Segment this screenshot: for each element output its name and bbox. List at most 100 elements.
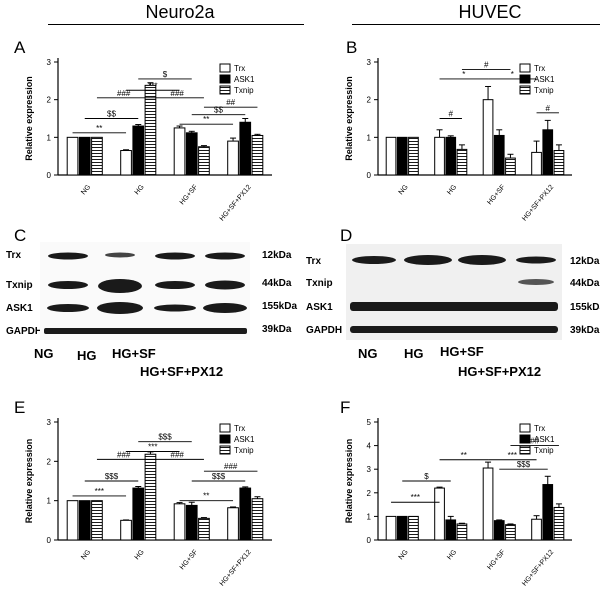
bar-chart-b: 0 1 2 3 Relative expression NG HG HG+SF HG+SF+PX…	[344, 58, 572, 223]
y-tick-label: 1	[367, 512, 372, 521]
significance-label: $$$	[212, 472, 226, 481]
bar	[78, 136, 91, 176]
bar	[434, 487, 445, 541]
blot-c-lane-label: HG	[77, 348, 97, 363]
panel-letter-e: E	[14, 398, 26, 417]
blot-band	[47, 304, 89, 312]
legend-label: Trx	[534, 424, 545, 433]
panel-letter-f: F	[340, 398, 351, 417]
legend-label: ASK1	[234, 435, 255, 444]
y-tick-label: 1	[367, 133, 372, 142]
blot-band	[97, 302, 143, 314]
blot-d-size-label: 155kDa	[570, 302, 600, 313]
legend-label: Trx	[234, 64, 245, 73]
y-tick-label: 2	[47, 96, 52, 105]
y-tick-label: 1	[47, 497, 52, 506]
legend-swatch	[519, 74, 531, 84]
bar-chart-f: 0 1 2 3 4 5 Relative expression NG HG HG+SF HG+SF+…	[344, 418, 572, 588]
bar	[91, 500, 103, 541]
significance-label: *	[511, 70, 514, 79]
legend-label: Txnip	[234, 446, 254, 455]
blot-d-row-label: ASK1	[306, 302, 333, 313]
significance-label: $$$	[158, 433, 172, 442]
blot-band	[205, 252, 245, 260]
bar	[251, 498, 264, 541]
y-tick-label: 2	[47, 457, 52, 466]
blot-band	[203, 303, 247, 313]
blot-d-lane-label: HG+SF+PX12	[458, 364, 542, 379]
bar	[66, 500, 79, 541]
significance-label: **	[461, 451, 467, 460]
y-tick-label: 3	[47, 58, 52, 67]
blot-d-lane-label: HG	[404, 346, 424, 361]
y-axis-label: Relative expression	[24, 76, 34, 161]
legend-label: Txnip	[234, 86, 254, 95]
bar	[434, 136, 445, 176]
x-tick-label: HG	[446, 549, 458, 562]
bar	[78, 500, 91, 541]
bar	[91, 136, 103, 176]
significance-label: $$$	[105, 472, 119, 481]
y-tick-label: 3	[47, 418, 52, 427]
blot-band	[518, 279, 554, 285]
bar	[385, 515, 397, 541]
significance-label: $	[163, 70, 168, 79]
legend-label: Txnip	[534, 446, 554, 455]
legend-swatch	[219, 74, 231, 84]
bar	[120, 150, 132, 176]
bar	[408, 515, 419, 541]
y-tick-label: 3	[367, 465, 372, 474]
blot-d-row-label: Trx	[306, 256, 322, 267]
blot-d-bands	[350, 255, 558, 333]
blot-d-row-label: GAPDH	[306, 325, 343, 336]
bar	[385, 136, 397, 176]
significance-label: ***	[148, 443, 157, 452]
significance-label: $$	[107, 110, 116, 119]
x-tick-label: HG+SF+PX12	[521, 184, 555, 223]
bar	[396, 136, 408, 176]
y-tick-label: 0	[367, 171, 372, 180]
bar	[132, 487, 145, 541]
bar	[120, 519, 132, 541]
blot-d-image	[346, 244, 562, 340]
significance-label: $$$	[517, 460, 531, 469]
legend-swatch	[519, 434, 531, 444]
significance-label: ###	[117, 89, 131, 98]
blot-c-size-label: 44kDa	[262, 278, 292, 289]
significance-label: ##	[226, 98, 235, 107]
bar	[227, 507, 239, 541]
bar	[553, 506, 565, 541]
header-huvec-underline	[352, 24, 600, 25]
blot-d: Trx Txnip ASK1 GAPDH 12kDa 44kDa 155kDa …	[300, 240, 600, 390]
blot-d-lane-label: NG	[358, 346, 378, 361]
y-tick-label: 0	[367, 536, 372, 545]
blot-band	[98, 279, 142, 293]
bar	[531, 151, 542, 176]
x-tick-label: NG	[80, 184, 92, 197]
x-tick-label: HG+SF+PX12	[219, 549, 253, 588]
blot-band	[404, 255, 452, 265]
y-axis-label: Relative expression	[344, 439, 354, 524]
bar	[542, 484, 554, 541]
legend-swatch	[219, 85, 231, 95]
significance-label: **	[96, 124, 102, 133]
legend-swatch	[519, 85, 531, 95]
blot-band	[458, 255, 506, 265]
bar	[482, 99, 494, 176]
blot-d-size-label: 12kDa	[570, 256, 600, 267]
x-tick-label: HG+SF+PX12	[219, 184, 253, 223]
significance-label: ***	[148, 81, 157, 90]
blot-d-row-label: Txnip	[306, 278, 333, 289]
bar	[185, 504, 198, 541]
bar	[505, 524, 516, 541]
bar	[493, 520, 505, 541]
significance-label: **	[203, 492, 209, 501]
bar	[198, 146, 210, 176]
legend-swatch	[219, 423, 231, 433]
bar	[456, 523, 468, 541]
significance-label: ###	[224, 462, 238, 471]
bar	[66, 136, 79, 176]
legend-swatch	[219, 445, 231, 455]
x-tick-label: HG	[134, 184, 146, 197]
legend-swatch	[519, 63, 531, 73]
